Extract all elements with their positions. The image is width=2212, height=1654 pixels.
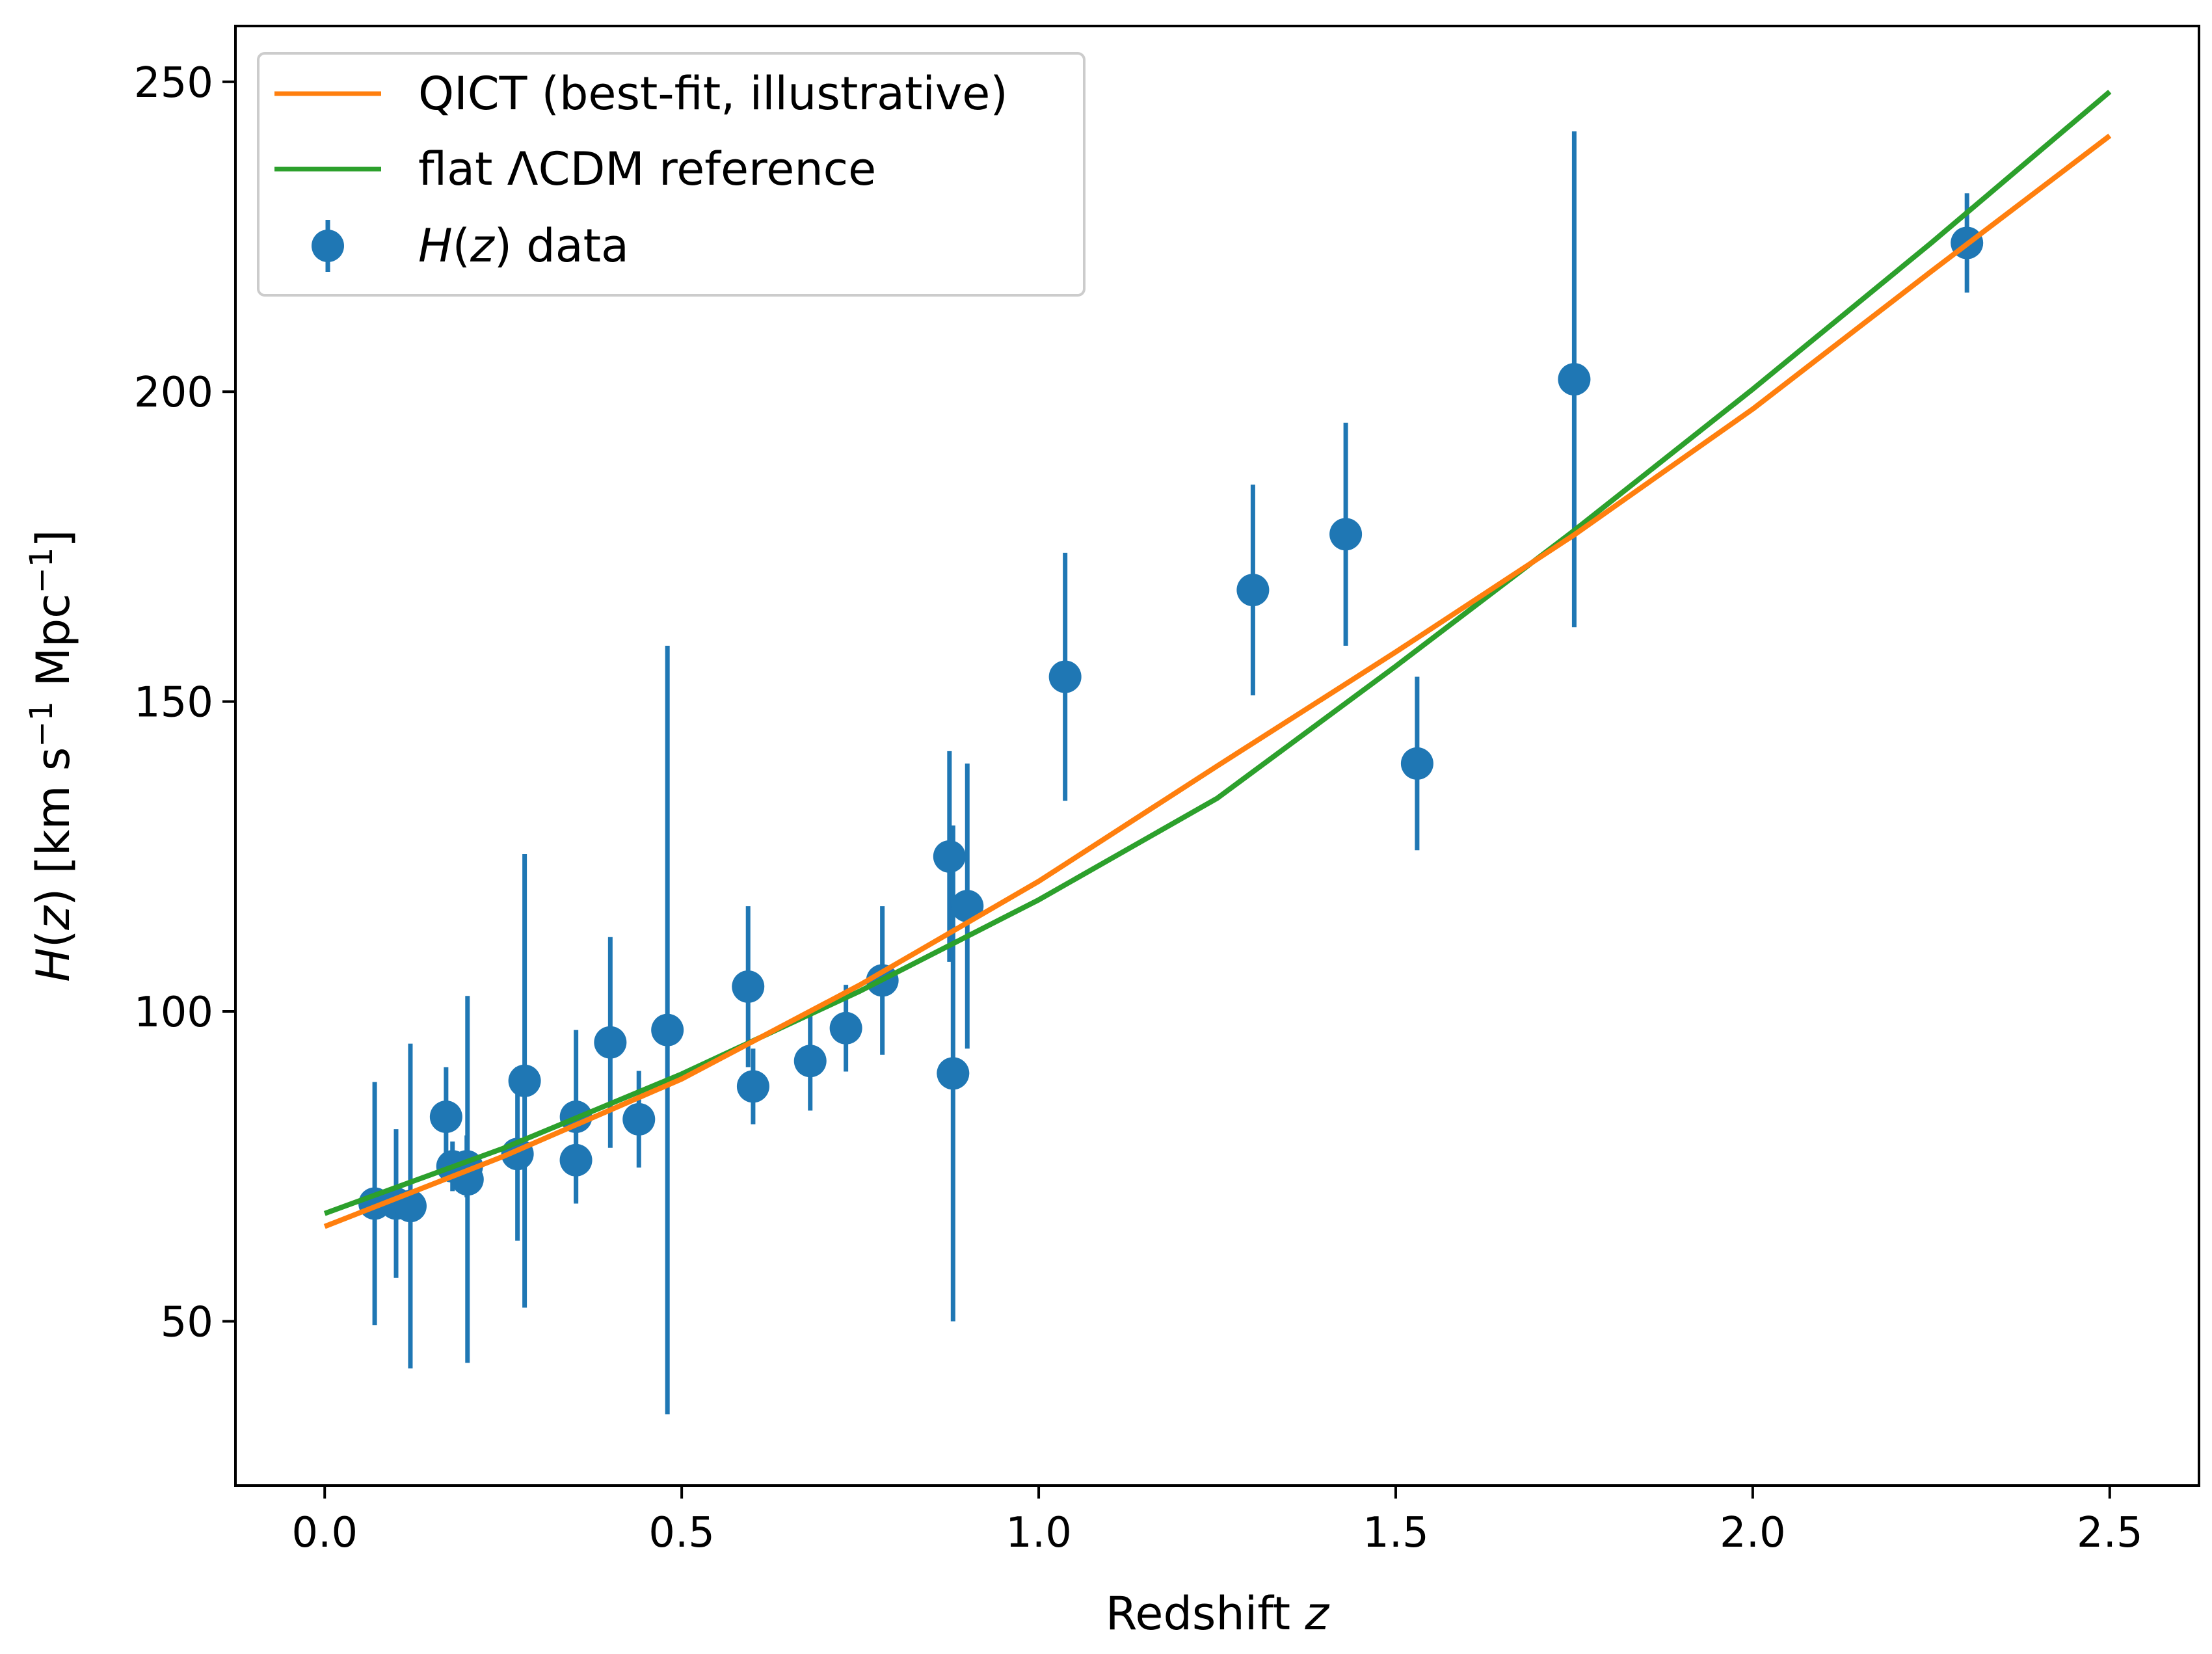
data-point-15 bbox=[736, 1070, 769, 1103]
data-point-21 bbox=[951, 890, 984, 923]
y-tick-label-3: 200 bbox=[134, 369, 213, 417]
axes-frame bbox=[234, 25, 2200, 1487]
x-tick-label-1: 0.5 bbox=[648, 1509, 715, 1557]
data-point-10 bbox=[559, 1143, 593, 1177]
data-layer bbox=[323, 89, 2112, 1415]
data-point-12 bbox=[622, 1102, 656, 1136]
y-tick-label-4: 250 bbox=[134, 59, 213, 107]
data-point-16 bbox=[793, 1045, 827, 1078]
legend-label-lcdm: flat ΛCDM reference bbox=[418, 142, 876, 196]
data-point-17 bbox=[829, 1011, 862, 1045]
data-point-13 bbox=[651, 1013, 684, 1047]
data-point-23 bbox=[1236, 574, 1270, 607]
data-point-25 bbox=[1400, 747, 1433, 780]
y-tick-label-0: 50 bbox=[161, 1298, 213, 1346]
data-point-24 bbox=[1329, 518, 1363, 551]
data-point-11 bbox=[594, 1026, 627, 1059]
x-tick-label-4: 2.0 bbox=[1720, 1509, 1786, 1557]
x-tick-label-2: 1.0 bbox=[1006, 1509, 1072, 1557]
y-axis-title: H(z) [km s−1 Mpc−1] bbox=[23, 529, 80, 981]
legend: QICT (best-fit, illustrative) flat ΛCDM … bbox=[257, 52, 1086, 297]
y-tick-label-1: 100 bbox=[134, 989, 213, 1037]
tick-layer: 0.0 0.5 1.0 1.5 2.0 2.5 50 100 150 200 250 bbox=[134, 59, 2143, 1557]
data-point-19 bbox=[933, 840, 966, 873]
x-tick-label-3: 1.5 bbox=[1363, 1509, 1429, 1557]
x-tick-label-5: 2.5 bbox=[2077, 1509, 2143, 1557]
x-tick-label-0: 0.0 bbox=[291, 1509, 358, 1557]
x-axis-title: Redshift z bbox=[1106, 1587, 1330, 1640]
data-point-22 bbox=[1048, 660, 1082, 693]
legend-label-data: H(z) data bbox=[418, 219, 629, 273]
data-point-20 bbox=[937, 1057, 970, 1090]
data-point-14 bbox=[732, 970, 765, 1003]
y-tick-label-2: 150 bbox=[134, 679, 213, 727]
legend-swatch-marker bbox=[312, 230, 344, 262]
legend-box bbox=[257, 52, 1086, 297]
legend-label-qict: QICT (best-fit, illustrative) bbox=[418, 67, 1008, 120]
data-point-8 bbox=[508, 1064, 541, 1097]
data-point-3 bbox=[429, 1100, 462, 1134]
qict-curve bbox=[323, 133, 2112, 1229]
lcdm-curve bbox=[323, 89, 2112, 1216]
data-point-26 bbox=[1558, 363, 1591, 396]
